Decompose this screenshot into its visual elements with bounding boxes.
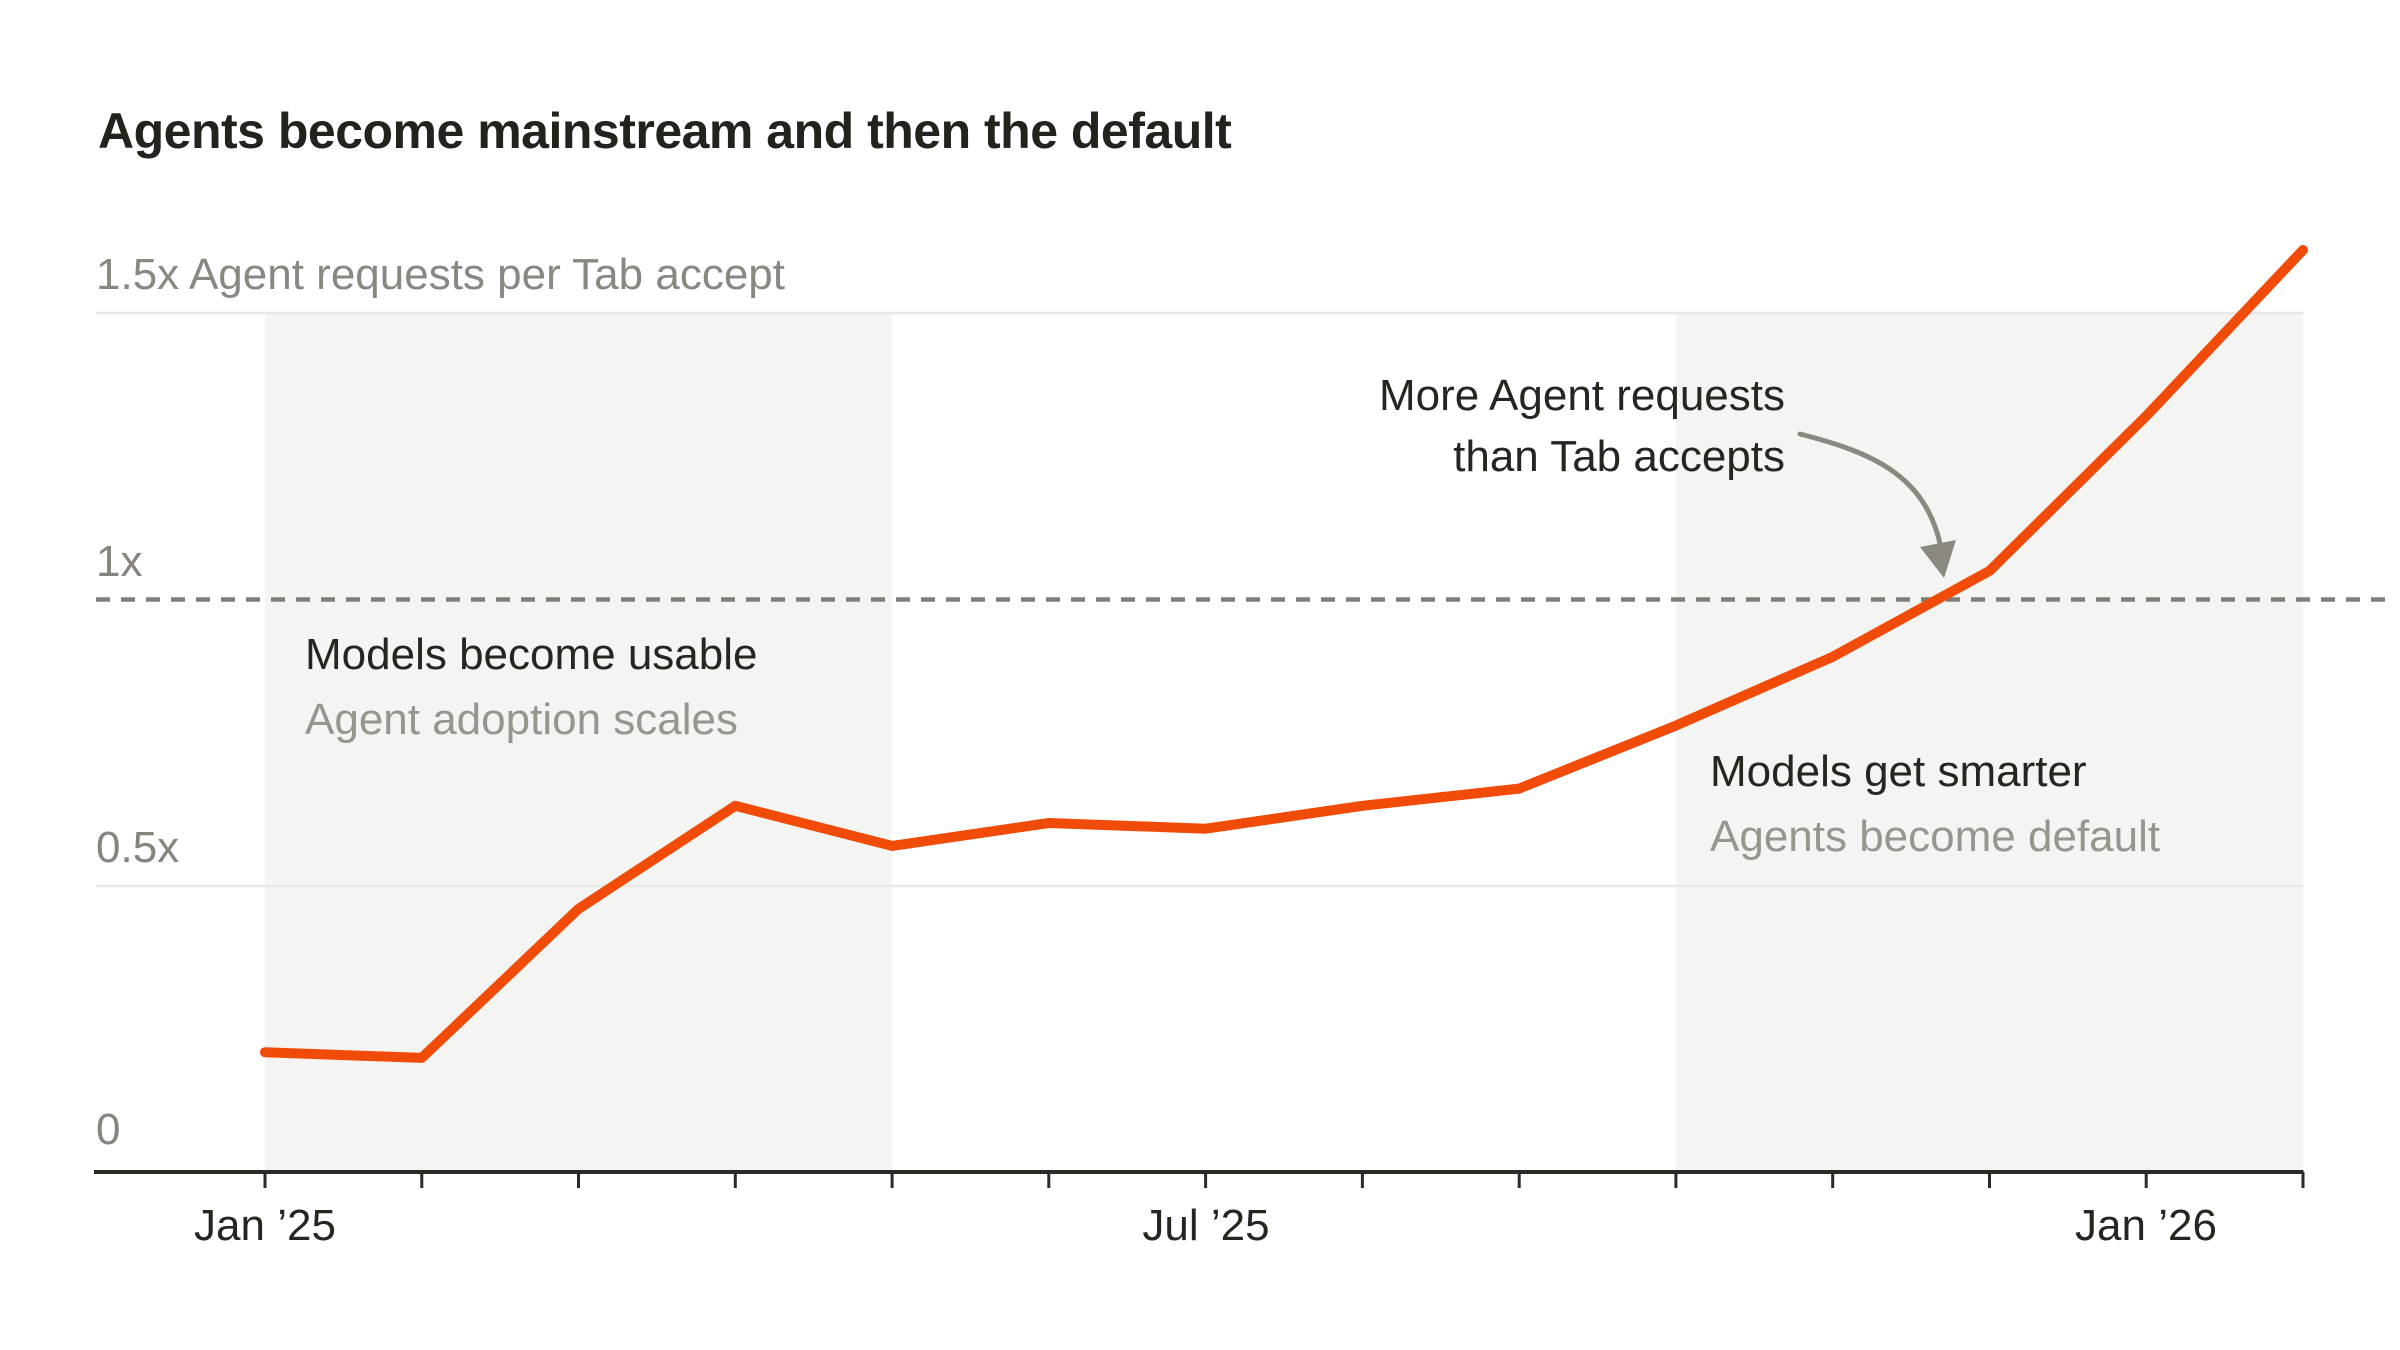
y-tick-label-0-5x: 0.5x: [96, 823, 180, 872]
x-tick-label-jan26: Jan ’26: [2075, 1201, 2217, 1250]
crossover-annotation-line1: More Agent requests: [1378, 371, 1785, 420]
y-axis-top-label: 1.5x Agent requests per Tab accept: [96, 250, 785, 299]
region2-sublabel: Agents become default: [1710, 812, 2161, 861]
shaded-region-1: [265, 313, 893, 1171]
shaded-region-2: [1675, 313, 2303, 1171]
shaded-regions: [265, 313, 2303, 1171]
crossover-annotation: More Agent requests than Tab accepts: [1379, 365, 1785, 487]
x-tick-label-jul25: Jul ’25: [1142, 1201, 1270, 1250]
crossover-annotation-line2: than Tab accepts: [1453, 432, 1785, 481]
region1-label: Models become usable: [305, 630, 758, 679]
gridlines: [96, 311, 2396, 888]
y-tick-label-0: 0: [96, 1105, 121, 1154]
annotation-arrow: [1797, 431, 1956, 578]
x-axis: [94, 1170, 2305, 1188]
chart-title: Agents become mainstream and then the de…: [98, 103, 1232, 159]
region1-sublabel: Agent adoption scales: [305, 695, 738, 744]
arrow-curve: [1797, 431, 1944, 551]
y-tick-label-1x: 1x: [96, 537, 143, 586]
arrow-head-icon: [1920, 540, 1956, 578]
region2-label: Models get smarter: [1710, 747, 2087, 796]
x-tick-label-jan25: Jan ’25: [194, 1201, 336, 1250]
series-line-agent-requests: [260, 245, 2308, 1063]
